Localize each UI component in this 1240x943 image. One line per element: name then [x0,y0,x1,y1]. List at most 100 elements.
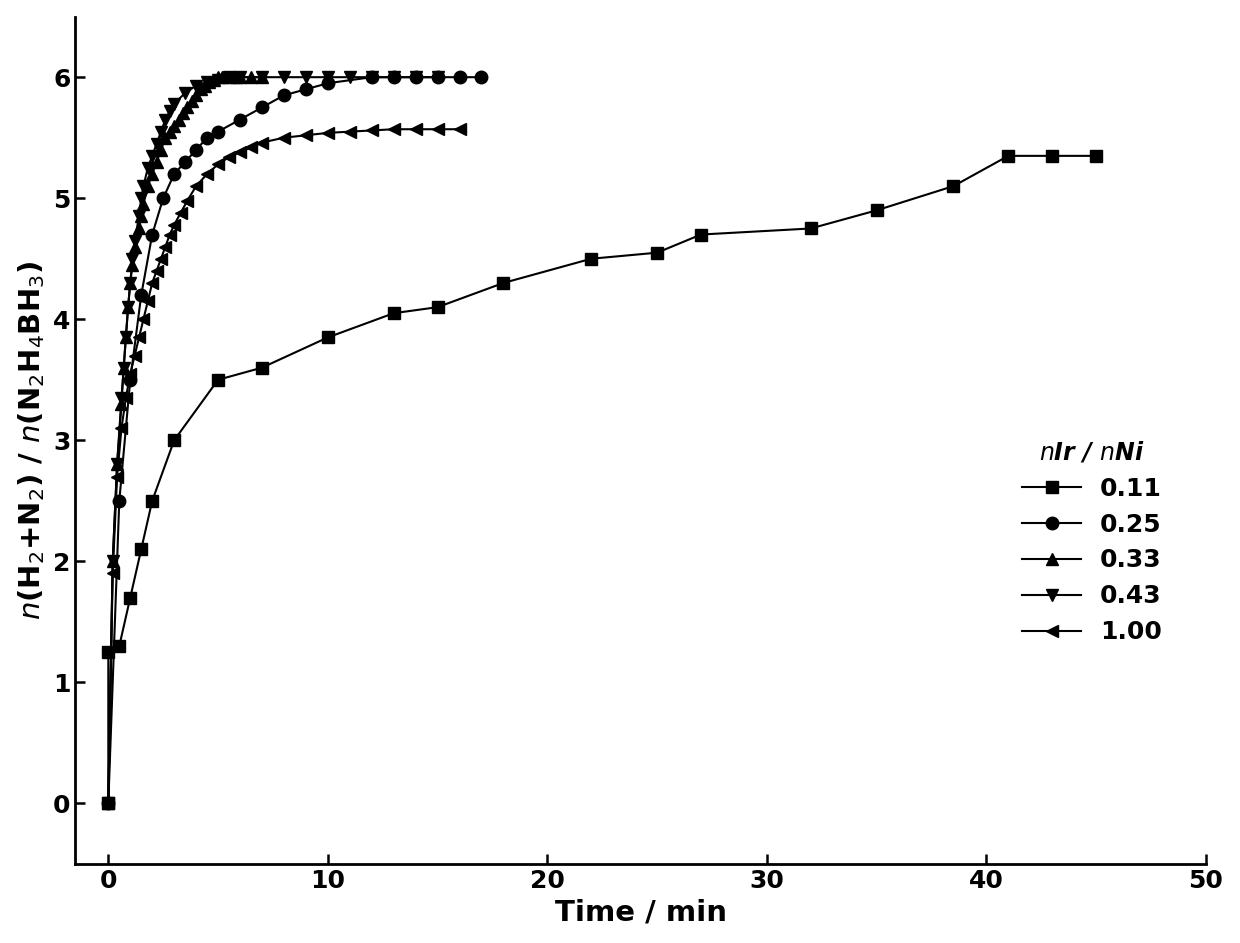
0.43 [125,253,140,264]
0.33 [222,72,237,83]
0.25 [386,72,401,83]
0.33 [128,241,143,253]
0.33 [114,398,129,409]
0.33 [176,108,191,119]
0.11 [320,332,335,343]
0.33 [123,277,138,289]
0.33 [136,199,151,210]
1.00 [105,568,120,579]
0.25 [365,72,379,83]
0.43 [177,88,192,99]
0.11 [1045,150,1060,161]
0.11 [112,640,126,652]
0.43 [140,162,155,174]
1.00 [166,219,181,230]
0.43 [166,98,181,109]
0.25 [408,72,423,83]
0.25 [134,290,149,301]
1.00 [320,127,335,139]
0.43 [430,72,445,83]
0.43 [120,302,135,313]
0.11 [100,798,115,809]
0.11 [430,302,445,313]
0.33 [185,96,200,108]
0.43 [134,192,149,204]
0.25 [188,144,203,156]
0.33 [154,144,169,156]
0.11 [1089,150,1104,161]
0.43 [200,76,215,88]
0.33 [206,74,221,85]
0.33 [100,798,115,809]
0.25 [430,72,445,83]
1.00 [430,124,445,135]
0.11 [804,223,818,234]
1.00 [145,277,160,289]
0.33 [117,362,131,373]
0.43 [117,362,131,373]
1.00 [136,314,151,325]
0.43 [157,114,172,125]
0.11 [134,543,149,554]
1.00 [149,265,164,276]
1.00 [100,798,115,809]
0.11 [650,247,665,258]
0.11 [145,495,160,506]
1.00 [114,422,129,434]
0.11 [693,229,708,240]
0.11 [166,435,181,446]
0.11 [496,277,511,289]
0.11 [100,647,115,658]
0.33 [180,102,195,113]
1.00 [243,141,258,153]
0.43 [233,72,248,83]
0.43 [299,72,314,83]
0.43 [365,72,379,83]
0.33 [140,180,155,191]
1.00 [200,169,215,180]
1.00 [222,152,237,163]
0.11 [946,180,961,191]
Legend: 0.11, 0.25, 0.33, 0.43, 1.00: 0.11, 0.25, 0.33, 0.43, 1.00 [1013,431,1172,653]
0.43 [100,798,115,809]
0.43 [114,392,129,404]
0.43 [320,72,335,83]
0.43 [254,72,269,83]
0.11 [869,205,884,216]
0.43 [123,277,138,289]
0.33 [120,302,135,313]
0.33 [215,72,229,83]
0.25 [277,90,291,101]
0.43 [119,332,134,343]
0.25 [177,157,192,168]
0.33 [228,72,243,83]
0.43 [136,180,151,191]
0.11 [123,592,138,604]
0.33 [202,76,217,88]
Line: 0.33: 0.33 [102,71,268,810]
0.25 [474,72,489,83]
0.33 [166,120,181,131]
0.33 [125,259,140,271]
Line: 0.25: 0.25 [102,71,487,810]
0.11 [254,362,269,373]
0.33 [243,72,258,83]
0.43 [188,80,203,91]
0.43 [277,72,291,83]
1.00 [162,229,177,240]
0.33 [145,169,160,180]
0.25 [453,72,467,83]
1.00 [154,253,169,264]
1.00 [140,295,155,306]
0.33 [171,114,186,125]
0.43 [408,72,423,83]
0.33 [188,90,203,101]
0.43 [211,74,226,85]
1.00 [233,146,248,157]
1.00 [254,137,269,148]
0.25 [145,229,160,240]
0.33 [197,80,212,91]
0.33 [233,72,248,83]
0.43 [162,106,177,117]
1.00 [128,350,143,361]
